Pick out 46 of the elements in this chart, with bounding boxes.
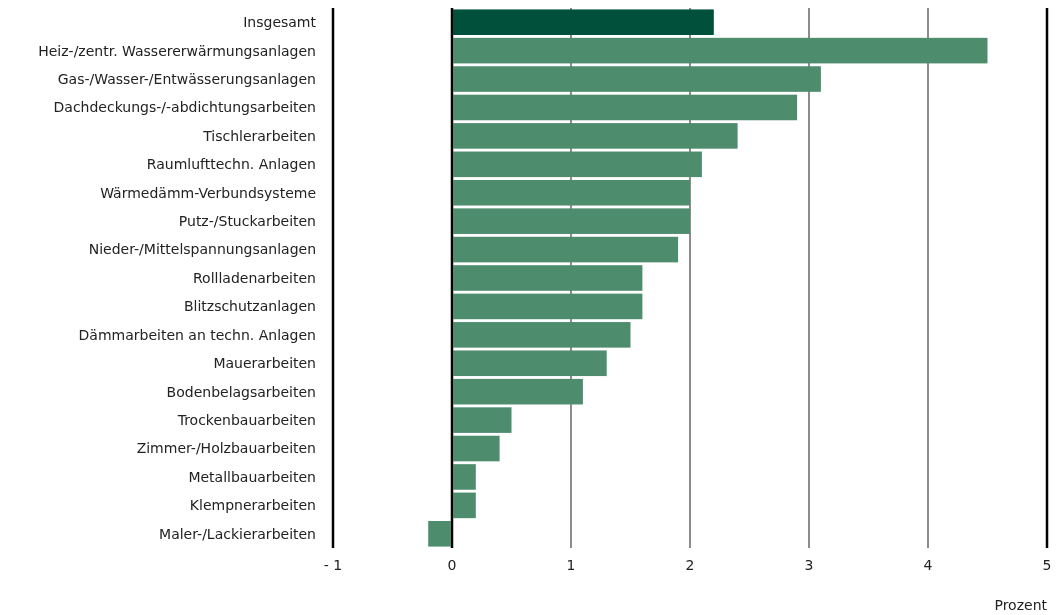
y-tick-label: Trockenbauarbeiten bbox=[176, 412, 316, 429]
bar bbox=[452, 378, 583, 405]
y-tick-label: Zimmer-/Holzbauarbeiten bbox=[136, 440, 316, 457]
bar bbox=[452, 94, 798, 121]
x-tick-label: 4 bbox=[923, 557, 933, 573]
y-tick-label: Tischlerarbeiten bbox=[202, 127, 316, 144]
x-tick-label: 2 bbox=[685, 557, 695, 573]
x-axis-title: Prozent bbox=[994, 597, 1048, 613]
y-tick-label: Dachdeckungs-/-abdichtungsarbeiten bbox=[53, 99, 316, 116]
y-tick-label: Maler-/Lackierarbeiten bbox=[159, 525, 316, 542]
y-tick-label: Rollladenarbeiten bbox=[193, 269, 316, 286]
y-tick-label: Heiz-/zentr. Wassererwärmungsanlagen bbox=[38, 42, 316, 59]
x-tick-label: 5 bbox=[1042, 557, 1052, 573]
y-tick-label: Nieder-/Mittelspannungsanlagen bbox=[88, 241, 316, 258]
y-tick-label: Metallbauarbeiten bbox=[188, 468, 316, 485]
bar bbox=[452, 9, 714, 35]
bar bbox=[452, 123, 738, 149]
bar bbox=[452, 350, 607, 377]
y-tick-label: Wärmedämm-Verbundsysteme bbox=[100, 184, 316, 201]
bar bbox=[452, 208, 690, 234]
x-tick-label: 3 bbox=[804, 557, 814, 573]
bar bbox=[452, 265, 643, 291]
y-tick-label: Raumlufttechn. Anlagen bbox=[146, 156, 316, 173]
x-tick-label: 1 bbox=[566, 557, 576, 573]
bar bbox=[452, 407, 512, 433]
bar bbox=[452, 151, 702, 178]
y-tick-label: Bodenbelagsarbeiten bbox=[166, 383, 316, 400]
bar bbox=[452, 66, 821, 92]
bar bbox=[452, 435, 500, 462]
bar bbox=[452, 492, 476, 519]
y-tick-label: Insgesamt bbox=[243, 14, 317, 31]
y-tick-label: Putz-/Stuckarbeiten bbox=[178, 213, 316, 230]
x-tick-label: 0 bbox=[447, 557, 457, 573]
y-tick-label: Gas-/Wasser-/Entwässerungsanlagen bbox=[57, 70, 316, 87]
bar bbox=[452, 236, 679, 263]
bar bbox=[428, 521, 452, 547]
y-tick-label: Klempnerarbeiten bbox=[189, 497, 316, 514]
bar bbox=[452, 464, 476, 490]
y-tick-label: Mauerarbeiten bbox=[213, 355, 316, 372]
bar bbox=[452, 293, 643, 320]
y-tick-label: Blitzschutzanlagen bbox=[183, 298, 316, 315]
y-tick-label: Dämmarbeiten an techn. Anlagen bbox=[78, 326, 316, 343]
bar bbox=[452, 37, 988, 64]
x-tick-label: - 1 bbox=[323, 557, 343, 573]
bar bbox=[452, 322, 631, 348]
bar bbox=[452, 179, 690, 206]
